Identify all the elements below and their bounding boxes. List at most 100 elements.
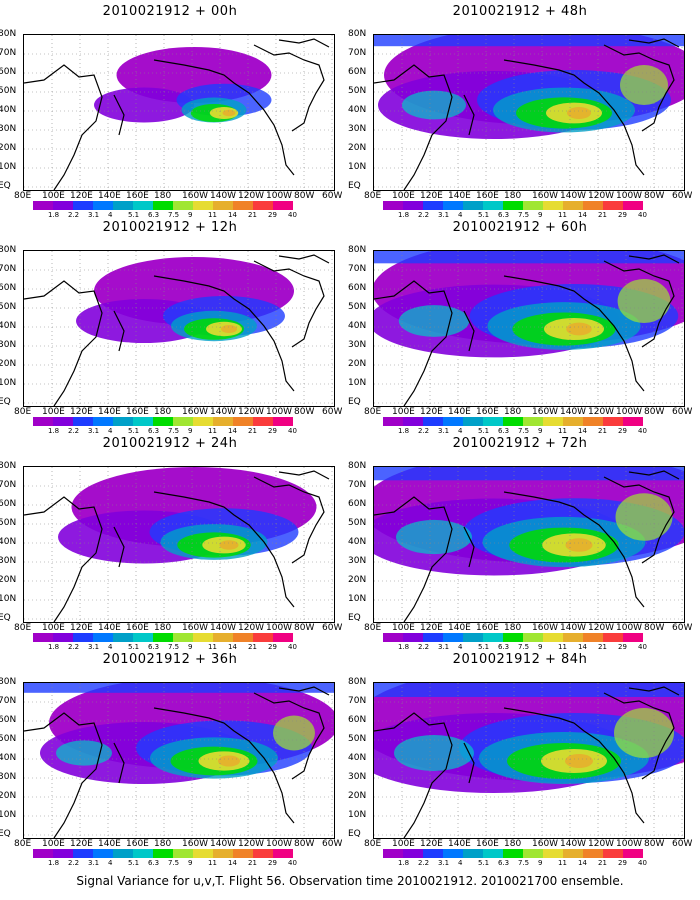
colorbar-level-label: 11 (208, 211, 217, 219)
colorbar-swatch (603, 201, 623, 210)
lon-tick-label: 160W (182, 407, 209, 417)
lon-tick-label: 120W (238, 623, 265, 633)
colorbar-swatch (503, 201, 523, 210)
lat-tick-label: 60N (0, 283, 17, 293)
lat-tick-label: 30N (0, 772, 17, 782)
lat-tick-label: EQ (0, 397, 11, 407)
lon-tick-label: 60W (322, 191, 343, 201)
lat-tick-label: 60N (348, 283, 367, 293)
colorbar-swatch (193, 633, 213, 642)
colorbar-swatch (563, 633, 583, 642)
colorbar-level-label: 3.1 (88, 643, 100, 651)
colorbar-swatch (483, 417, 503, 426)
colorbar-level-label: 29 (268, 859, 277, 867)
colorbar-level-label: 9 (538, 643, 543, 651)
colorbar-level-label: 29 (268, 427, 277, 435)
colorbar-level-label: 9 (538, 427, 543, 435)
colorbar-swatch (53, 201, 73, 210)
lat-tick-label: 20N (0, 359, 17, 369)
lon-tick-label: 80W (294, 623, 315, 633)
lat-tick-label: 30N (0, 340, 17, 350)
colorbar-swatch (443, 849, 463, 858)
lat-tick-label: 40N (348, 753, 367, 763)
colorbar-level-label: 5.1 (478, 427, 490, 435)
lat-tick-label: EQ (348, 829, 361, 839)
panel-title: 2010021912 + 00h (102, 4, 238, 19)
lon-tick-label: 140E (448, 623, 471, 633)
colorbar-level-label: 11 (208, 859, 217, 867)
lat-tick-label: 10N (0, 162, 17, 172)
colorbar-level-label: 14 (228, 643, 237, 651)
colorbar-level-label: 4 (458, 211, 463, 219)
lat-tick-label: 50N (0, 302, 17, 312)
map-panel: 2010021912 + 48h 80N 70N 60N 50N 40N 30N 20N 10N… (348, 4, 692, 219)
colorbar-level-label: 11 (558, 427, 567, 435)
colorbar-swatch (543, 849, 563, 858)
lon-tick-label: 180 (154, 191, 172, 201)
lon-tick-label: 180 (154, 623, 172, 633)
colorbar-level-label: 7.5 (168, 859, 180, 867)
colorbar-level-label: 21 (598, 859, 607, 867)
lon-tick-label: 80E (14, 623, 32, 633)
colorbar-swatch (383, 849, 403, 858)
colorbar-level-label: 3.1 (88, 859, 100, 867)
lon-tick-label: 120E (70, 407, 93, 417)
lon-tick-label: 120E (420, 839, 443, 849)
colorbar-level-label: 5.1 (128, 427, 140, 435)
colorbar-swatch (133, 633, 153, 642)
colorbar-swatch (443, 201, 463, 210)
colorbar-level-label: 21 (248, 643, 257, 651)
lat-tick-label: EQ (348, 397, 361, 407)
lon-tick-label: 100E (392, 191, 415, 201)
colorbar-level-label: 3.1 (88, 211, 100, 219)
panel-title: 2010021912 + 84h (452, 652, 588, 667)
lat-tick-label: 50N (0, 734, 17, 744)
lon-tick-label: 160E (126, 623, 149, 633)
colorbar-swatch (73, 633, 93, 642)
colorbar-swatch (173, 417, 193, 426)
lat-tick-label: 50N (0, 518, 17, 528)
lon-tick-label: 180 (154, 407, 172, 417)
colorbar-level-label: 7.5 (518, 859, 530, 867)
colorbar-swatch (403, 633, 423, 642)
colorbar-level-label: 7.5 (518, 643, 530, 651)
colorbar-swatch (563, 849, 583, 858)
lat-tick-label: 80N (348, 677, 367, 687)
lon-tick-label: 120W (238, 191, 265, 201)
lon-tick-label: 100E (42, 839, 65, 849)
lat-tick-label: 50N (348, 302, 367, 312)
colorbar-swatch (173, 849, 193, 858)
lon-tick-label: 100W (266, 839, 293, 849)
lon-tick-label: 140W (560, 839, 587, 849)
colorbar-swatch (463, 849, 483, 858)
lat-tick-label: 30N (348, 340, 367, 350)
lon-tick-label: 100W (616, 191, 643, 201)
colorbar-level-label: 21 (248, 427, 257, 435)
colorbar-level-label: 6.3 (498, 427, 510, 435)
lat-tick-label: 80N (348, 29, 367, 39)
lat-tick-label: 80N (0, 677, 17, 687)
colorbar-swatch (173, 201, 193, 210)
colorbar-swatch (483, 633, 503, 642)
lat-tick-label: 60N (348, 499, 367, 509)
colorbar-swatch (253, 417, 273, 426)
colorbar-level-label: 5.1 (478, 643, 490, 651)
lon-tick-label: 160W (182, 839, 209, 849)
colorbar-swatch (153, 849, 173, 858)
colorbar-swatch (33, 201, 53, 210)
colorbar-swatch (253, 201, 273, 210)
colorbar-swatch (483, 201, 503, 210)
lon-tick-label: 60W (322, 839, 343, 849)
lat-tick-label: 10N (348, 594, 367, 604)
lon-tick-label: 120W (588, 623, 615, 633)
lon-tick-label: 160W (532, 623, 559, 633)
colorbar-level-label: 11 (558, 859, 567, 867)
lon-tick-label: 120E (420, 191, 443, 201)
lat-tick-label: 80N (0, 29, 17, 39)
colorbar-swatch (463, 201, 483, 210)
colorbar-swatch (73, 849, 93, 858)
colorbar-level-label: 14 (228, 211, 237, 219)
lat-tick-label: 20N (0, 575, 17, 585)
lon-tick-label: 80W (644, 623, 665, 633)
colorbar-level-label: 3.1 (438, 859, 450, 867)
